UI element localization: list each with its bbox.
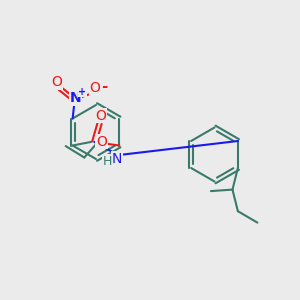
Text: O: O <box>90 81 101 95</box>
Text: N: N <box>70 92 81 105</box>
Text: +: + <box>79 87 87 97</box>
Text: O: O <box>96 135 107 148</box>
Text: O: O <box>96 109 106 122</box>
Text: H: H <box>103 155 112 168</box>
Text: N: N <box>112 152 122 166</box>
Text: -: - <box>101 79 107 94</box>
Text: O: O <box>51 75 62 89</box>
